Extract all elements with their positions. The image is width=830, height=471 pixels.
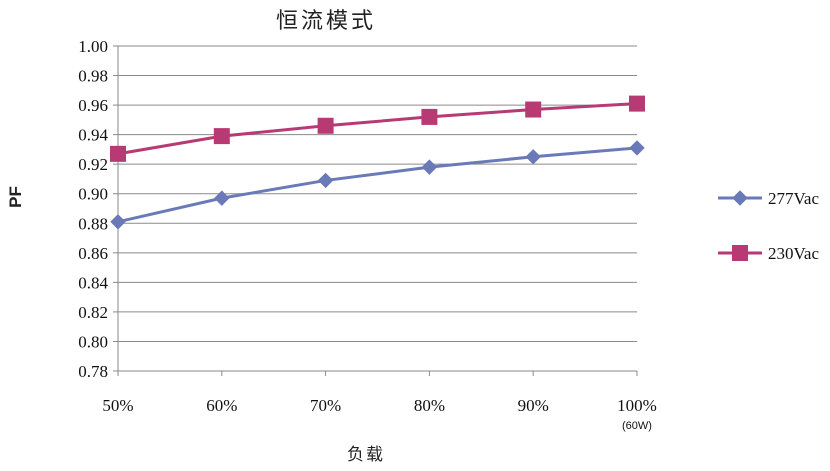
chart-title: 恒流模式: [276, 9, 376, 34]
x-tick-label: 90%: [518, 396, 549, 415]
data-point: [110, 145, 126, 162]
data-point: [629, 140, 645, 156]
data-point: [629, 95, 645, 112]
series-line: [117, 102, 638, 156]
legend-label: 277Vac: [768, 189, 819, 208]
data-point: [525, 101, 542, 118]
y-tick-label: 1.00: [78, 37, 108, 56]
data-point: [110, 214, 126, 230]
y-tick-label: 0.82: [78, 303, 108, 322]
x-tick-label: 70%: [310, 396, 341, 415]
data-point: [214, 190, 230, 206]
series-line: [117, 146, 638, 224]
y-tick-label: 0.92: [78, 155, 108, 174]
data-point: [525, 149, 541, 165]
y-tick-label: 0.96: [78, 96, 108, 115]
y-tick-label: 0.90: [78, 185, 108, 204]
legend-marker: [732, 245, 748, 261]
y-tick-label: 0.88: [78, 214, 108, 233]
y-tick-label: 0.94: [78, 126, 108, 145]
y-tick-labels: 0.78 0.80 0.82 0.84 0.86 0.88 0.90 0.92 0.94 0.96…: [78, 37, 108, 381]
series-lines: [110, 95, 645, 230]
legend-marker: [732, 190, 748, 206]
data-point: [421, 108, 438, 125]
x-tick-label: 60%: [206, 396, 237, 415]
axes: [113, 45, 638, 376]
legend-label: 230Vac: [768, 244, 819, 263]
y-tick-label: 0.78: [78, 362, 108, 381]
y-tick-label: 0.86: [78, 244, 108, 263]
x-tick-label: 80%: [414, 396, 445, 415]
x-tick-sublabel: (60W): [622, 420, 652, 432]
data-point: [317, 117, 334, 134]
y-tick-label: 0.80: [78, 332, 108, 351]
y-tick-label: 0.98: [78, 67, 108, 86]
x-tick-label: 100%: [617, 396, 657, 415]
data-point: [213, 128, 230, 145]
data-point: [421, 159, 438, 175]
grid-lines: [118, 45, 637, 372]
y-axis-label: PF: [6, 186, 25, 208]
data-point: [317, 172, 334, 189]
y-tick-label: 0.84: [78, 273, 108, 292]
series-277Vac: [110, 140, 645, 230]
x-tick-label: 50%: [102, 396, 133, 415]
x-axis-label: 负载: [347, 445, 385, 465]
series-230Vac: [110, 95, 645, 162]
x-tick-labels: 50% 60% 70% 80% 90% 100% (60W): [102, 396, 656, 432]
legend: 277Vac 230Vac: [718, 189, 819, 263]
